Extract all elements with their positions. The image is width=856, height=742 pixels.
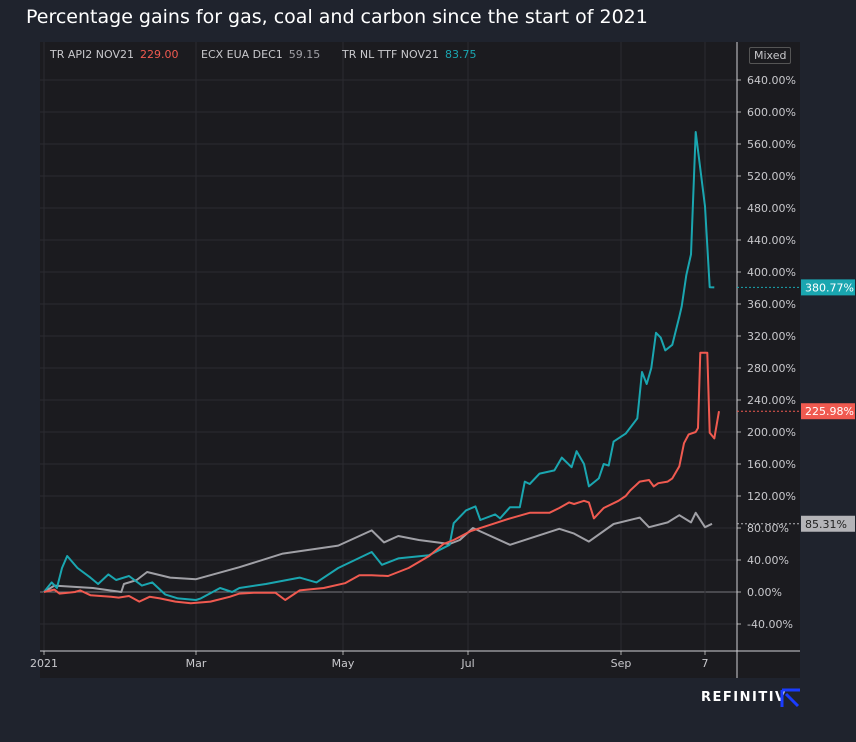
y-tick-label: 600.00% [747, 106, 796, 119]
legend-name: TR API2 NOV21 [50, 48, 134, 61]
last-value-label: 85.31% [805, 518, 847, 531]
x-tick-label: 2021 [30, 657, 58, 670]
series-line-tr-nl-ttf-nov21 [43, 131, 715, 601]
y-tick-label: 280.00% [747, 362, 796, 375]
y-tick-label: 400.00% [747, 266, 796, 279]
y-tick-label: 360.00% [747, 298, 796, 311]
last-value-badge [801, 515, 855, 532]
plot-panel [40, 42, 800, 678]
refinitiv-logo-icon [780, 688, 800, 708]
legend-item-eua: ECX EUA DEC1 59.15 [201, 48, 320, 61]
y-tick-label: 560.00% [747, 138, 796, 151]
y-tick-label: 160.00% [747, 458, 796, 471]
y-tick-label: 200.00% [747, 426, 796, 439]
y-tick-label: 320.00% [747, 330, 796, 343]
x-tick-label: Jul [460, 657, 474, 670]
legend-name: ECX EUA DEC1 [201, 48, 283, 61]
last-value-badge [801, 279, 855, 296]
series-line-tr-api2-nov21 [43, 351, 720, 605]
y-tick-label: 440.00% [747, 234, 796, 247]
legend-name: TR NL TTF NOV21 [342, 48, 439, 61]
brand-logo-text: REFINITIV [701, 690, 787, 705]
y-tick-label: 80.00% [747, 522, 789, 535]
y-tick-label: 520.00% [747, 170, 796, 183]
x-tick-label: 7 [702, 657, 709, 670]
y-tick-label: -40.00% [747, 618, 793, 631]
last-value-label: 225.98% [805, 405, 854, 418]
y-tick-label: 480.00% [747, 202, 796, 215]
last-value-badge [801, 403, 855, 420]
series-line-ecx-eua-dec1 [43, 511, 713, 593]
y-tick-label: 0.00% [747, 586, 782, 599]
y-tick-label: 40.00% [747, 554, 789, 567]
last-value-label: 380.77% [805, 281, 854, 294]
legend-value: 229.00 [139, 48, 179, 61]
x-tick-label: May [332, 657, 355, 670]
scale-mode-button[interactable]: Mixed [749, 47, 792, 64]
legend-value: 59.15 [288, 48, 321, 61]
legend-item-ttf: TR NL TTF NOV21 83.75 [342, 48, 477, 61]
y-tick-label: 120.00% [747, 490, 796, 503]
x-tick-label: Sep [611, 657, 632, 670]
y-tick-label: 240.00% [747, 394, 796, 407]
legend-item-api2: TR API2 NOV21 229.00 [50, 48, 178, 61]
y-tick-label: 640.00% [747, 74, 796, 87]
x-tick-label: Mar [186, 657, 207, 670]
chart-title: Percentage gains for gas, coal and carbo… [26, 6, 648, 28]
legend-value: 83.75 [445, 48, 477, 61]
